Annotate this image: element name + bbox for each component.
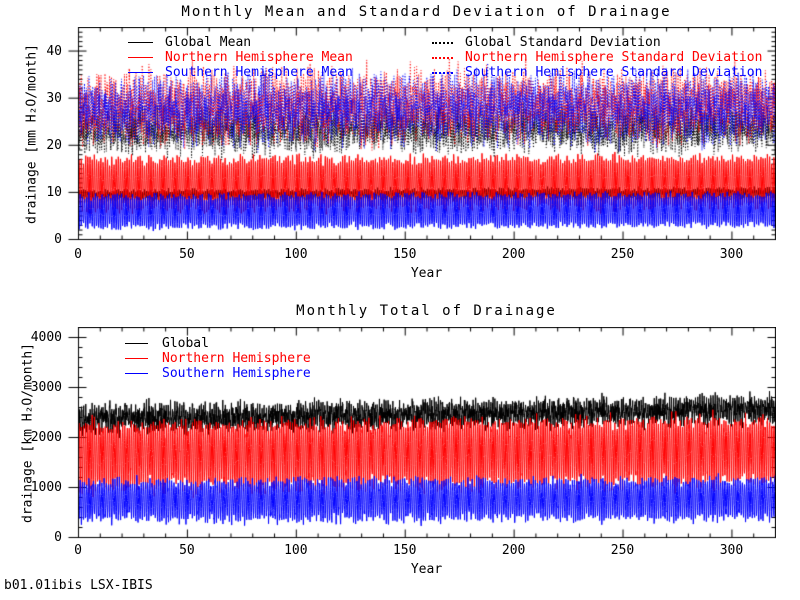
y-tick-label: 2000 — [30, 430, 62, 445]
legend-item: Northern Hemisphere Mean — [128, 50, 353, 65]
y-tick-label: 0 — [54, 530, 62, 545]
x-tick-label: 0 — [74, 247, 82, 262]
x-tick-label: 200 — [501, 247, 526, 262]
legend-line-solid — [125, 373, 148, 374]
y-tick-label: 0 — [54, 232, 62, 247]
bottom-chart-x-axis-label: Year — [410, 562, 443, 577]
legend-item: Global Mean — [128, 35, 353, 50]
x-tick-label: 300 — [719, 543, 744, 558]
top-chart-title: Monthly Mean and Standard Deviation of D… — [181, 4, 672, 20]
legend-item: Southern Hemisphere Mean — [128, 65, 353, 80]
legend-item: Global — [125, 336, 311, 351]
y-tick-label: 1000 — [30, 480, 62, 495]
run-id-label: b01.01ibis LSX-IBIS — [4, 578, 153, 593]
y-tick-label: 10 — [46, 184, 62, 200]
bottom-chart-legend: Global Northern Hemisphere Southern Hemisp… — [125, 336, 311, 381]
x-tick-label: 250 — [610, 247, 635, 262]
legend-label: Northern Hemisphere Standard Deviation — [465, 50, 763, 65]
top-chart-plot-area — [65, 27, 776, 241]
top-chart-legend-stddev: Global Standard Deviation Northern Hemisp… — [432, 35, 762, 80]
legend-line-solid — [125, 358, 148, 359]
legend-item: Southern Hemisphere — [125, 366, 311, 381]
legend-item: Southern Hemisphere Standard Deviation — [432, 65, 762, 80]
x-tick-label: 100 — [284, 247, 308, 262]
x-tick-label: 150 — [392, 543, 417, 558]
x-tick-label: 50 — [179, 543, 195, 558]
legend-item: Northern Hemisphere — [125, 351, 311, 366]
legend-line-dotted — [432, 56, 453, 59]
bottom-chart-title: Monthly Total of Drainage — [296, 303, 557, 319]
y-tick-label: 30 — [46, 90, 62, 106]
x-tick-label: 100 — [284, 543, 308, 558]
legend-item: Global Standard Deviation — [432, 35, 762, 50]
x-tick-label: 300 — [719, 247, 744, 262]
legend-label: Southern Hemisphere — [162, 366, 311, 381]
legend-label: Global — [162, 336, 209, 351]
legend-label: Northern Hemisphere — [162, 351, 311, 366]
legend-line-solid — [128, 72, 153, 73]
legend-label: Southern Hemisphere Mean — [165, 65, 353, 80]
y-tick-label: 40 — [46, 43, 62, 59]
top-chart-legend-means: Global Mean Northern Hemisphere Mean South… — [128, 35, 353, 80]
top-chart-x-axis-label: Year — [410, 266, 443, 281]
legend-line-dotted — [432, 41, 453, 44]
x-tick-label: 200 — [501, 543, 526, 558]
bottom-chart-plot-area — [65, 327, 776, 539]
legend-line-solid — [128, 57, 153, 58]
legend-line-solid — [128, 42, 153, 43]
legend-label: Southern Hemisphere Standard Deviation — [465, 65, 763, 80]
legend-item: Northern Hemisphere Standard Deviation — [432, 50, 762, 65]
legend-label: Global Standard Deviation — [465, 35, 661, 50]
x-tick-label: 0 — [74, 543, 82, 558]
legend-line-solid — [125, 343, 148, 344]
y-tick-label: 4000 — [30, 330, 62, 345]
legend-line-dotted — [432, 71, 453, 74]
x-tick-label: 150 — [392, 247, 417, 262]
x-tick-label: 250 — [610, 543, 635, 558]
y-tick-label: 3000 — [30, 380, 62, 395]
legend-label: Global Mean — [165, 35, 252, 50]
y-tick-label: 20 — [46, 137, 62, 153]
legend-label: Northern Hemisphere Mean — [165, 50, 353, 65]
x-tick-label: 50 — [179, 247, 195, 262]
